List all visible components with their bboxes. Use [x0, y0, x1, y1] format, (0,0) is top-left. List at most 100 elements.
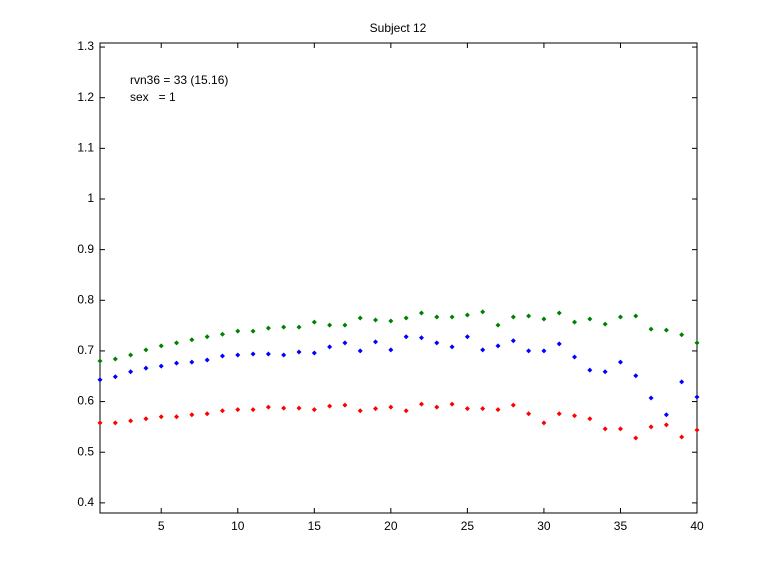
point [434, 404, 440, 410]
point [556, 411, 562, 417]
x-tick-label: 10 [231, 519, 245, 533]
point [265, 325, 271, 331]
annotation: sex = 1 [130, 90, 176, 104]
point [526, 313, 532, 319]
point [235, 352, 241, 358]
point [357, 315, 363, 321]
point [174, 340, 180, 346]
point [495, 343, 501, 349]
y-tick-label: 1.1 [77, 141, 94, 155]
x-tick-label: 35 [614, 519, 628, 533]
point [449, 314, 455, 320]
point [204, 411, 210, 417]
point [311, 319, 317, 325]
y-tick-label: 0.6 [77, 394, 94, 408]
point [617, 426, 623, 432]
point [235, 407, 241, 413]
point [633, 313, 639, 319]
point [648, 326, 654, 332]
point [143, 347, 149, 353]
point [112, 374, 118, 380]
point [587, 416, 593, 422]
y-tick-label: 0.5 [77, 444, 94, 458]
point [388, 404, 394, 410]
point [143, 416, 149, 422]
point [281, 352, 287, 358]
point [418, 310, 424, 316]
point [464, 406, 470, 412]
point [679, 379, 685, 385]
y-tick-label: 1.3 [77, 39, 94, 53]
point [311, 407, 317, 413]
point [617, 314, 623, 320]
point [158, 414, 164, 420]
point [663, 327, 669, 333]
point [204, 357, 210, 363]
point [296, 324, 302, 330]
x-tick-label: 40 [690, 519, 704, 533]
axes-box [99, 42, 698, 514]
point [388, 347, 394, 353]
point [327, 344, 333, 350]
point [510, 314, 516, 320]
x-tick-label: 20 [384, 519, 398, 533]
point [541, 316, 547, 322]
point [464, 312, 470, 318]
point [587, 316, 593, 322]
point [158, 363, 164, 369]
point [204, 334, 210, 340]
point [449, 344, 455, 350]
chart-title: Subject 12 [370, 21, 427, 35]
point [526, 411, 532, 417]
point [403, 315, 409, 321]
point [526, 348, 532, 354]
y-tick-label: 0.9 [77, 242, 94, 256]
point [572, 413, 578, 419]
point [174, 414, 180, 420]
point [694, 394, 700, 400]
point [403, 334, 409, 340]
point [327, 403, 333, 409]
point [617, 359, 623, 365]
point [250, 328, 256, 334]
point [265, 404, 271, 410]
point [219, 331, 225, 337]
point [541, 420, 547, 426]
x-tick-label: 30 [537, 519, 551, 533]
point [602, 321, 608, 327]
point [587, 367, 593, 373]
point [495, 322, 501, 328]
y-tick-label: 0.7 [77, 343, 94, 357]
y-tick-label: 0.4 [77, 495, 94, 509]
point [219, 353, 225, 359]
x-tick-label: 25 [461, 519, 475, 533]
point [296, 349, 302, 355]
point [112, 356, 118, 362]
point [189, 337, 195, 343]
point [327, 322, 333, 328]
point [112, 420, 118, 426]
point [633, 435, 639, 441]
point [388, 318, 394, 324]
point [342, 402, 348, 408]
point [556, 310, 562, 316]
point [694, 427, 700, 433]
point [679, 434, 685, 440]
y-tick-label: 0.8 [77, 292, 94, 306]
point [97, 377, 103, 383]
point [480, 347, 486, 353]
point [648, 424, 654, 430]
point [373, 339, 379, 345]
point [97, 420, 103, 426]
annotation: rvn36 = 33 (15.16) [130, 73, 228, 87]
x-tick-label: 15 [308, 519, 322, 533]
point [219, 408, 225, 414]
point [464, 334, 470, 340]
point [128, 418, 134, 424]
point [143, 365, 149, 371]
point [572, 319, 578, 325]
point [373, 317, 379, 323]
point [480, 406, 486, 412]
point [296, 405, 302, 411]
